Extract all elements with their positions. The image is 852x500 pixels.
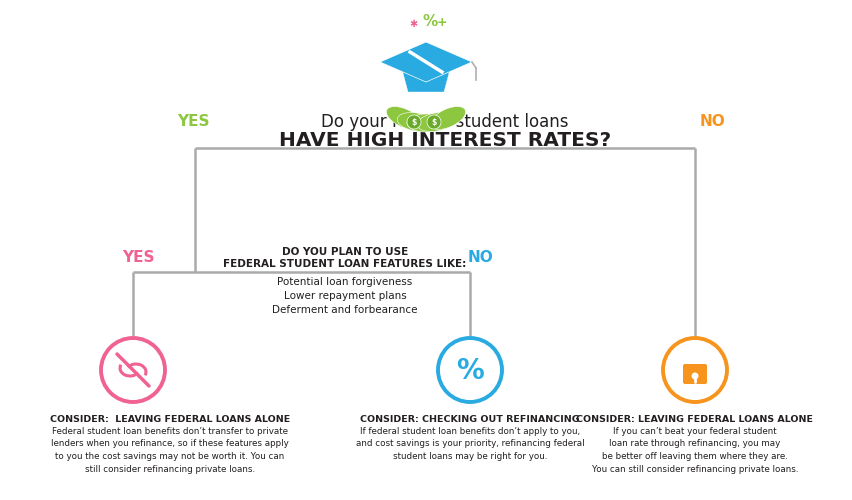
Circle shape [427, 115, 440, 129]
Text: Federal student loan benefits don’t transfer to private
lenders when you refinan: Federal student loan benefits don’t tran… [51, 427, 289, 474]
Text: Deferment and forbearance: Deferment and forbearance [272, 305, 417, 315]
Text: CONSIDER: CHECKING OUT REFINANCING: CONSIDER: CHECKING OUT REFINANCING [360, 415, 579, 424]
Ellipse shape [397, 112, 435, 132]
Text: $: $ [431, 118, 436, 126]
Circle shape [691, 372, 698, 380]
FancyBboxPatch shape [682, 364, 706, 384]
Text: If you can’t beat your federal student
loan rate through refinancing, you may
be: If you can’t beat your federal student l… [591, 427, 797, 474]
Ellipse shape [406, 114, 445, 132]
Text: %: % [456, 357, 483, 385]
Text: DO YOU PLAN TO USE: DO YOU PLAN TO USE [281, 247, 407, 257]
Circle shape [406, 115, 421, 129]
Text: %: % [422, 14, 437, 29]
Ellipse shape [430, 106, 465, 130]
Text: Lower repayment plans: Lower repayment plans [284, 291, 406, 301]
Ellipse shape [417, 112, 454, 132]
Text: CONSIDER:  LEAVING FEDERAL LOANS ALONE: CONSIDER: LEAVING FEDERAL LOANS ALONE [49, 415, 290, 424]
Text: ✱: ✱ [408, 19, 417, 29]
Text: If federal student loan benefits don’t apply to you,
and cost savings is your pr: If federal student loan benefits don’t a… [355, 427, 584, 461]
Polygon shape [400, 62, 452, 92]
Text: HAVE HIGH INTEREST RATES?: HAVE HIGH INTEREST RATES? [279, 130, 610, 150]
Text: FEDERAL STUDENT LOAN FEATURES LIKE:: FEDERAL STUDENT LOAN FEATURES LIKE: [223, 259, 466, 269]
Text: NO: NO [699, 114, 725, 130]
Polygon shape [379, 42, 471, 82]
Text: YES: YES [123, 250, 155, 266]
Text: $: $ [411, 118, 416, 126]
Text: NO: NO [468, 250, 493, 266]
Text: YES: YES [177, 114, 210, 130]
Text: +: + [436, 16, 446, 28]
Text: Potential loan forgiveness: Potential loan forgiveness [277, 277, 412, 287]
Text: Do your federal student loans: Do your federal student loans [321, 113, 568, 131]
Ellipse shape [386, 106, 421, 130]
Text: CONSIDER: LEAVING FEDERAL LOANS ALONE: CONSIDER: LEAVING FEDERAL LOANS ALONE [576, 415, 813, 424]
